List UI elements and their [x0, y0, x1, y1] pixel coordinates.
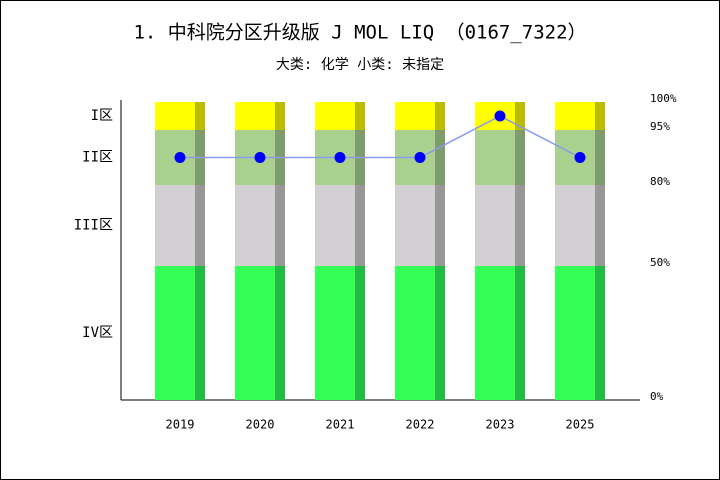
- bar-segment-shade: [195, 185, 205, 266]
- bar-segment: [235, 266, 275, 400]
- trend-line: [180, 115, 581, 159]
- trend-marker: [254, 152, 266, 163]
- bar-segment-shade: [515, 102, 525, 130]
- bar-segment: [315, 102, 355, 130]
- x-tick-label: 2019: [166, 418, 195, 432]
- bar-segment-shade: [515, 130, 525, 185]
- bar-segment-shade: [435, 130, 445, 185]
- y-tick-label: 95%: [650, 120, 670, 133]
- bar-segment: [555, 102, 595, 130]
- x-tick-label: 2020: [246, 418, 275, 432]
- bar-segment: [475, 266, 515, 400]
- bar-segment-shade: [595, 266, 605, 400]
- bar-segment-shade: [515, 185, 525, 266]
- x-tick-label: 2022: [406, 418, 435, 432]
- bar-segment-shade: [515, 266, 525, 400]
- y-tick-label: 80%: [650, 175, 670, 188]
- bar-segment: [155, 266, 195, 400]
- bar-segment: [315, 266, 355, 400]
- bar-segment-shade: [435, 266, 445, 400]
- bar-segment: [475, 130, 515, 185]
- bar-segment: [555, 266, 595, 400]
- trend-marker: [414, 152, 426, 163]
- bar-segment: [395, 102, 435, 130]
- x-tick-label: 2021: [326, 418, 355, 432]
- chart-title: 1. 中科院分区升级版 J MOL LIQ （0167_7322）: [133, 22, 586, 44]
- bar-segment-shade: [195, 266, 205, 400]
- bar-segment: [395, 185, 435, 266]
- trend-marker: [574, 152, 586, 163]
- bar-segment: [155, 185, 195, 266]
- bar-segment-shade: [435, 102, 445, 130]
- bar-segment-shade: [355, 266, 365, 400]
- bar-segment-shade: [195, 102, 205, 130]
- bar-segment-shade: [275, 266, 285, 400]
- trend-marker: [334, 152, 346, 163]
- bar-segment: [395, 266, 435, 400]
- bar-segment-shade: [355, 102, 365, 130]
- bar-segment-shade: [355, 185, 365, 266]
- bar-segment-shade: [595, 130, 605, 185]
- bar-segment-shade: [595, 185, 605, 266]
- zone-label: IV区: [82, 325, 113, 341]
- bar-segment: [555, 185, 595, 266]
- y-tick-label: 50%: [650, 256, 670, 269]
- bar-segment: [235, 185, 275, 266]
- zone-label: I区: [91, 108, 113, 124]
- x-tick-label: 2023: [486, 418, 515, 432]
- bar-segment: [235, 102, 275, 130]
- zone-label: II区: [82, 150, 113, 166]
- trend-marker: [174, 152, 186, 163]
- bar-segment-shade: [275, 102, 285, 130]
- chart-subtitle: 大类: 化学 小类: 未指定: [276, 57, 444, 73]
- trend-marker: [494, 110, 506, 122]
- zone-label: III区: [74, 218, 113, 234]
- bar-segment: [315, 185, 355, 266]
- y-tick-label: 0%: [650, 390, 664, 403]
- bar-segment-shade: [595, 102, 605, 130]
- y-tick-label: 100%: [650, 92, 677, 105]
- bar-segment-shade: [435, 185, 445, 266]
- x-tick-label: 2025: [566, 418, 595, 432]
- bar-segment: [155, 102, 195, 130]
- bar-segment-shade: [275, 185, 285, 266]
- bar-segment: [475, 185, 515, 266]
